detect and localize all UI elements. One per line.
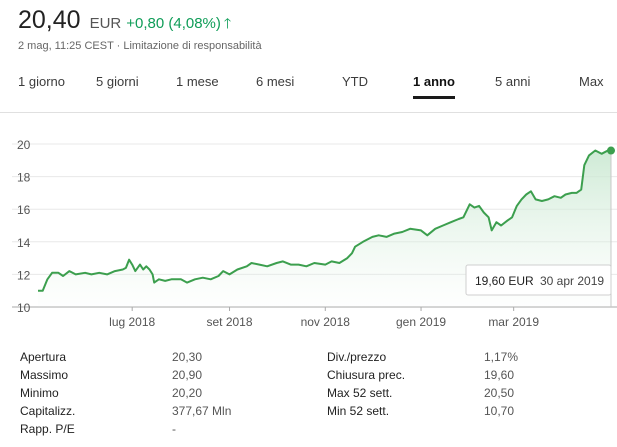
- chart-tooltip: 19,60 EUR 30 apr 2019: [465, 264, 612, 296]
- x-axis: lug 2018 set 2018 nov 2018 gen 2019 mar 2019: [109, 307, 539, 329]
- stat-value: 20,30: [172, 350, 203, 364]
- tab-ytd[interactable]: YTD: [342, 74, 368, 89]
- stat-value: 377,67 Mln: [172, 404, 232, 418]
- tab-1-month[interactable]: 1 mese: [176, 74, 219, 89]
- stats-row: Massimo 20,90 Chiusura prec. 19,60: [0, 368, 617, 386]
- y-axis: 10 12 14 16 18 20: [17, 138, 31, 315]
- hover-point: [607, 146, 615, 155]
- stat-value: 20,50: [484, 386, 515, 400]
- stat-value: 19,60: [484, 368, 515, 382]
- tab-divider: [0, 112, 617, 113]
- tooltip-date: 30 apr 2019: [540, 274, 604, 288]
- x-tick-label: mar 2019: [488, 315, 539, 329]
- tab-1-day[interactable]: 1 giorno: [18, 74, 65, 89]
- x-tick-label: lug 2018: [109, 315, 155, 329]
- currency-label: EUR: [89, 15, 122, 32]
- price-change: +0,80 (4,08%): [126, 15, 221, 32]
- x-tick-label: gen 2019: [396, 315, 446, 329]
- y-tick-label: 10: [17, 301, 31, 315]
- tab-5-days[interactable]: 5 giorni: [96, 74, 139, 89]
- stat-value: 1,17%: [484, 350, 519, 364]
- stat-value: 20,90: [172, 368, 203, 382]
- stat-label: Capitalizz.: [20, 404, 76, 418]
- y-tick-label: 20: [17, 138, 31, 152]
- current-price: 20,40: [18, 6, 81, 34]
- price-line-series: [38, 149, 611, 292]
- separator: ·: [113, 40, 124, 52]
- stats-row: Apertura 20,30 Div./prezzo 1,17%: [0, 350, 617, 368]
- arrow-up-icon: 🡑: [223, 15, 232, 31]
- stat-label: Minimo: [20, 386, 59, 400]
- stat-value: 10,70: [484, 404, 515, 418]
- tooltip-value: 19,60 EUR: [475, 274, 534, 288]
- stat-value: -: [172, 422, 176, 436]
- tab-5-years[interactable]: 5 anni: [495, 74, 531, 89]
- tab-max[interactable]: Max: [579, 74, 604, 89]
- stat-label: Div./prezzo: [327, 350, 387, 364]
- stat-label: Massimo: [20, 368, 69, 382]
- y-tick-label: 12: [17, 268, 31, 282]
- quote-subline: 2 mag, 11:25 CEST · Limitazione di respo…: [18, 40, 608, 52]
- stat-label: Min 52 sett.: [327, 404, 390, 418]
- x-tick-label: set 2018: [206, 315, 252, 329]
- y-tick-label: 18: [17, 171, 31, 185]
- tab-1-year[interactable]: 1 anno: [413, 62, 455, 104]
- stat-value: 20,20: [172, 386, 203, 400]
- quote-header: 20,40 EUR +0,80 (4,08%) 🡑 2 mag, 11:25 C…: [18, 6, 608, 52]
- x-tick-label: nov 2018: [301, 315, 351, 329]
- stat-label: Rapp. P/E: [20, 422, 75, 436]
- range-tabs: 1 giorno 5 giorni 1 mese 6 mesi YTD 1 an…: [0, 62, 617, 104]
- stats-row: Rapp. P/E -: [0, 422, 617, 440]
- price-chart[interactable]: 10 12 14 16 18 20 lug 2018 set 2018 nov 2018 gen…: [0, 118, 617, 340]
- stat-label: Max 52 sett.: [327, 386, 393, 400]
- y-tick-label: 14: [17, 236, 31, 250]
- quote-date: 2 mag, 11:25 CEST: [18, 40, 114, 52]
- stat-label: Apertura: [20, 350, 67, 364]
- disclaimer-link[interactable]: Limitazione di responsabilità: [123, 40, 262, 52]
- tab-6-months[interactable]: 6 mesi: [256, 74, 295, 89]
- stat-label: Chiusura prec.: [327, 368, 406, 382]
- stats-row: Minimo 20,20 Max 52 sett. 20,50: [0, 386, 617, 404]
- y-tick-label: 16: [17, 203, 31, 217]
- price-line: 20,40 EUR +0,80 (4,08%) 🡑: [18, 6, 608, 37]
- tooltip-box: [465, 264, 612, 296]
- stats-row: Capitalizz. 377,67 Mln Min 52 sett. 10,70: [0, 404, 617, 422]
